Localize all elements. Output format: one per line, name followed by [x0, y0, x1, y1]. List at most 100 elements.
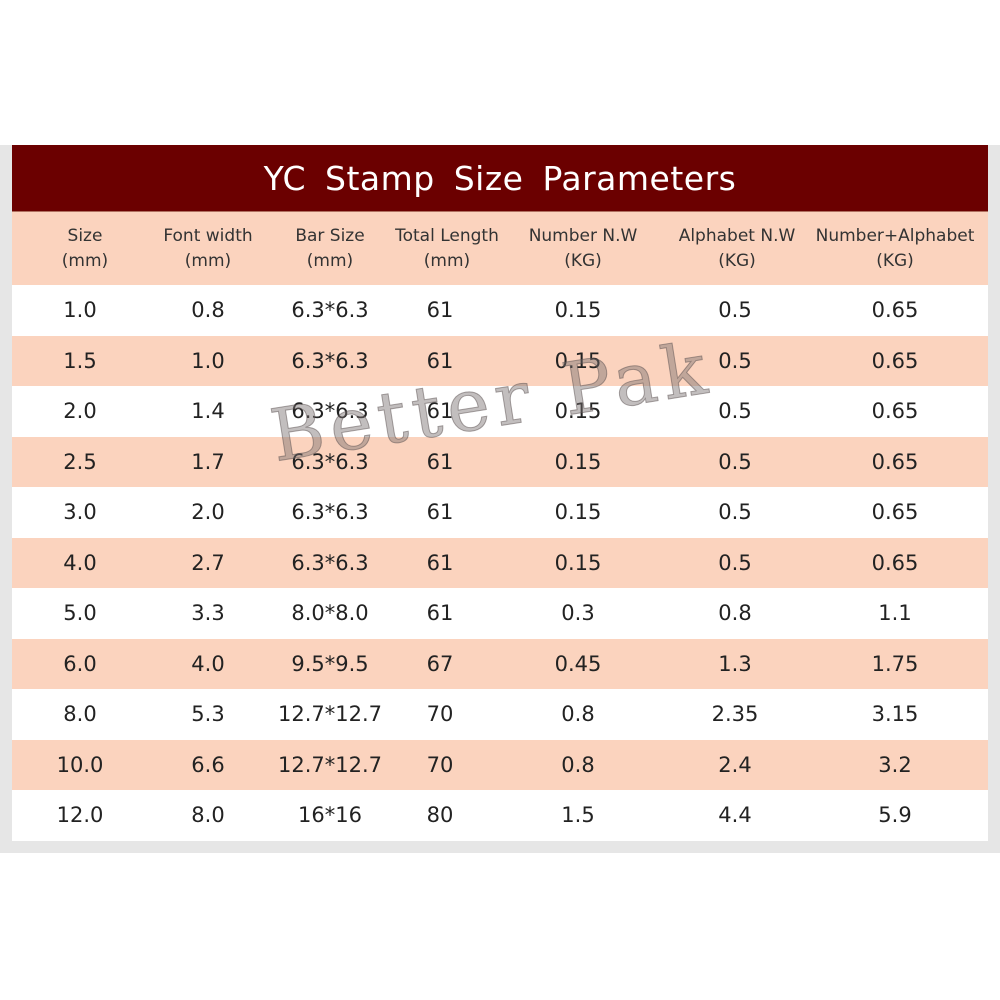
table-cell: 1.75 [871, 651, 919, 676]
table-row: 4.0 2.7 6.3*6.3 61 0.15 0.5 0.65 [12, 537, 988, 588]
table-cell: 0.5 [718, 449, 752, 474]
header-line: (mm) [306, 250, 354, 271]
table-cell: 70 [426, 702, 454, 727]
table-cell: 12.7*12.7 [277, 752, 383, 777]
table-cell: 6.3*6.3 [291, 550, 369, 575]
table-cell: 1.0 [191, 348, 225, 373]
table-cell: 0.45 [554, 651, 602, 676]
table-cell: 0.65 [871, 399, 919, 424]
table-cell: 10.0 [56, 752, 104, 777]
table-row: 3.0 2.0 6.3*6.3 61 0.15 0.5 0.65 [12, 487, 988, 538]
table-cell: 1.4 [191, 399, 225, 424]
table-cell: 0.8 [718, 601, 752, 626]
header-line: (mm) [184, 250, 232, 271]
table-cell: 1.7 [191, 449, 225, 474]
table-cell: 0.65 [871, 500, 919, 525]
header-line: Number N.W [528, 225, 638, 246]
table-title: YC Stamp Size Parameters [12, 145, 988, 212]
table-cell: 67 [426, 651, 454, 676]
table-cell: 1.0 [63, 298, 97, 323]
table-cell: 6.3*6.3 [291, 348, 369, 373]
table-body: 1.0 0.8 6.3*6.3 61 0.15 0.5 0.65 1.5 1.0 6.3*6.3 6… [12, 285, 988, 841]
table-row: 12.0 8.0 16*16 80 1.5 4.4 5.9 [12, 790, 988, 841]
table-cell: 61 [426, 348, 454, 373]
header-line: (mm) [61, 250, 109, 271]
table-cell: 0.15 [554, 500, 602, 525]
table-cell: 0.5 [718, 500, 752, 525]
column-header: Size (mm) [62, 212, 108, 285]
header-line: Bar Size [295, 225, 365, 246]
table-cell: 8.0 [191, 803, 225, 828]
table-cell: 0.15 [554, 399, 602, 424]
table-cell: 61 [426, 399, 454, 424]
table-cell: 5.0 [63, 601, 97, 626]
table-row: 5.0 3.3 8.0*8.0 61 0.3 0.8 1.1 [12, 588, 988, 639]
table-cell: 0.8 [191, 298, 225, 323]
table-cell: 61 [426, 298, 454, 323]
table-cell: 1.5 [63, 348, 97, 373]
table-cell: 8.0 [63, 702, 97, 727]
table-cell: 4.0 [191, 651, 225, 676]
table-cell: 0.65 [871, 550, 919, 575]
table-cell: 61 [426, 550, 454, 575]
table-cell: 6.6 [191, 752, 225, 777]
stamp-size-table: YC Stamp Size Parameters Size (mm) Font wi… [12, 145, 988, 841]
table-cell: 1.3 [718, 651, 752, 676]
table-cell: 2.5 [63, 449, 97, 474]
table-cell: 2.0 [63, 399, 97, 424]
table-cell: 6.3*6.3 [291, 449, 369, 474]
table-cell: 0.8 [561, 752, 595, 777]
table-cell: 1.1 [878, 601, 912, 626]
table-cell: 6.3*6.3 [291, 399, 369, 424]
table-cell: 0.8 [561, 702, 595, 727]
table-row: 2.5 1.7 6.3*6.3 61 0.15 0.5 0.65 [12, 436, 988, 487]
table-cell: 0.5 [718, 298, 752, 323]
table-cell: 0.5 [718, 550, 752, 575]
table-cell: 9.5*9.5 [291, 651, 369, 676]
table-cell: 61 [426, 500, 454, 525]
table-cell: 61 [426, 601, 454, 626]
table-cell: 6.3*6.3 [291, 500, 369, 525]
table-cell: 12.7*12.7 [277, 702, 383, 727]
table-cell: 0.5 [718, 348, 752, 373]
header-line: (KG) [718, 250, 756, 271]
column-header: Alphabet N.W (KG) [679, 212, 796, 285]
column-header: Font width (mm) [163, 212, 252, 285]
table-row: 1.0 0.8 6.3*6.3 61 0.15 0.5 0.65 [12, 285, 988, 336]
table-cell: 5.9 [878, 803, 912, 828]
table-cell: 12.0 [56, 803, 104, 828]
header-line: Alphabet N.W [678, 225, 796, 246]
table-row: 2.0 1.4 6.3*6.3 61 0.15 0.5 0.65 [12, 386, 988, 437]
table-cell: 2.35 [711, 702, 759, 727]
table-cell: 6.3*6.3 [291, 298, 369, 323]
header-line: Font width [163, 225, 253, 246]
header-row: Size (mm) Font width (mm) Bar Size (mm) Total … [12, 212, 988, 285]
table-cell: 0.65 [871, 298, 919, 323]
table-cell: 3.3 [191, 601, 225, 626]
column-header: Number N.W (KG) [529, 212, 638, 285]
table-cell: 1.5 [561, 803, 595, 828]
header-line: (mm) [423, 250, 471, 271]
table-cell: 2.4 [718, 752, 752, 777]
table-cell: 4.0 [63, 550, 97, 575]
table-cell: 0.65 [871, 348, 919, 373]
table-row: 1.5 1.0 6.3*6.3 61 0.15 0.5 0.65 [12, 335, 988, 386]
table-cell: 0.65 [871, 449, 919, 474]
table-cell: 3.15 [871, 702, 919, 727]
column-header: Total Length (mm) [395, 212, 499, 285]
table-cell: 61 [426, 449, 454, 474]
table-cell: 2.7 [191, 550, 225, 575]
table-cell: 6.0 [63, 651, 97, 676]
header-line: Total Length [395, 225, 499, 246]
column-header: Bar Size (mm) [295, 212, 364, 285]
table-cell: 3.0 [63, 500, 97, 525]
table-cell: 16*16 [298, 803, 362, 828]
table-cell: 0.15 [554, 298, 602, 323]
header-line: (KG) [876, 250, 914, 271]
header-line: Number+Alphabet [815, 225, 975, 246]
table-cell: 2.0 [191, 500, 225, 525]
table-row: 10.0 6.6 12.7*12.7 70 0.8 2.4 3.2 [12, 739, 988, 790]
header-line: Size [67, 225, 103, 246]
table-cell: 4.4 [718, 803, 752, 828]
table-row: 6.0 4.0 9.5*9.5 67 0.45 1.3 1.75 [12, 638, 988, 689]
